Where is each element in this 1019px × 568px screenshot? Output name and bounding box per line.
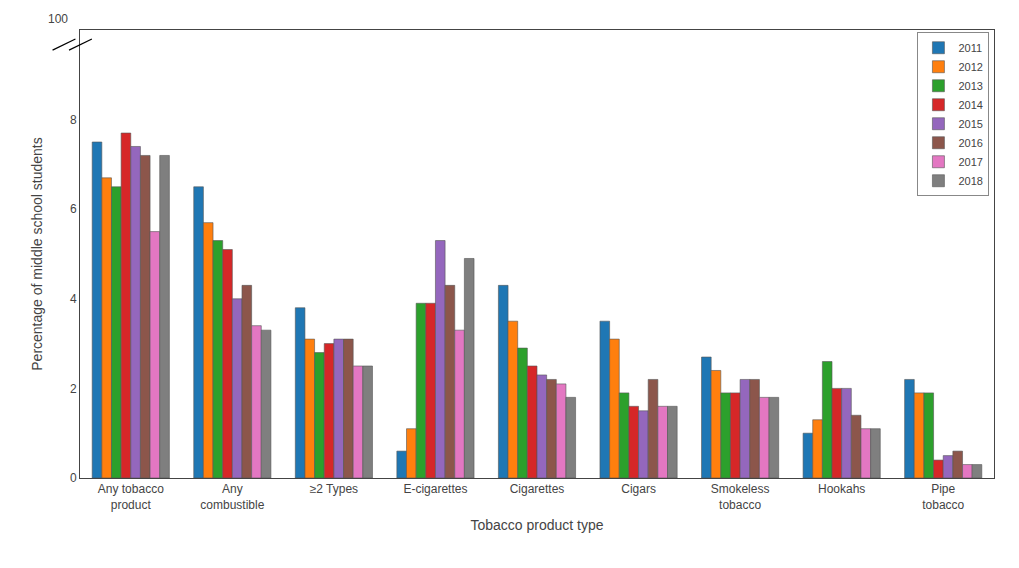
- svg-text:Pipetobacco: Pipetobacco: [922, 482, 964, 512]
- svg-text:2013: 2013: [958, 80, 982, 92]
- svg-text:0: 0: [70, 471, 77, 485]
- svg-text:Anycombustible: Anycombustible: [200, 482, 264, 512]
- svg-text:Tobacco product type: Tobacco product type: [470, 517, 603, 533]
- svg-text:8: 8: [70, 113, 77, 127]
- svg-text:2011: 2011: [958, 42, 982, 54]
- svg-text:Hookahs: Hookahs: [818, 482, 865, 496]
- svg-text:Smokelesstobacco: Smokelesstobacco: [711, 482, 770, 512]
- svg-text:Any tobaccoproduct: Any tobaccoproduct: [98, 482, 164, 512]
- svg-text:4: 4: [70, 292, 77, 306]
- svg-text:100: 100: [48, 12, 68, 26]
- svg-text:2: 2: [70, 382, 77, 396]
- svg-text:Percentage of middle school st: Percentage of middle school students: [29, 137, 45, 370]
- svg-text:E-cigarettes: E-cigarettes: [403, 482, 467, 496]
- svg-text:2017: 2017: [958, 156, 982, 168]
- svg-text:2018: 2018: [958, 175, 982, 187]
- svg-text:≥2 Types: ≥2 Types: [310, 482, 358, 496]
- svg-text:Cigarettes: Cigarettes: [510, 482, 565, 496]
- svg-text:2014: 2014: [958, 99, 982, 111]
- svg-text:2012: 2012: [958, 61, 982, 73]
- svg-text:Cigars: Cigars: [621, 482, 656, 496]
- svg-text:2015: 2015: [958, 118, 982, 130]
- svg-text:6: 6: [70, 202, 77, 216]
- svg-text:2016: 2016: [958, 137, 982, 149]
